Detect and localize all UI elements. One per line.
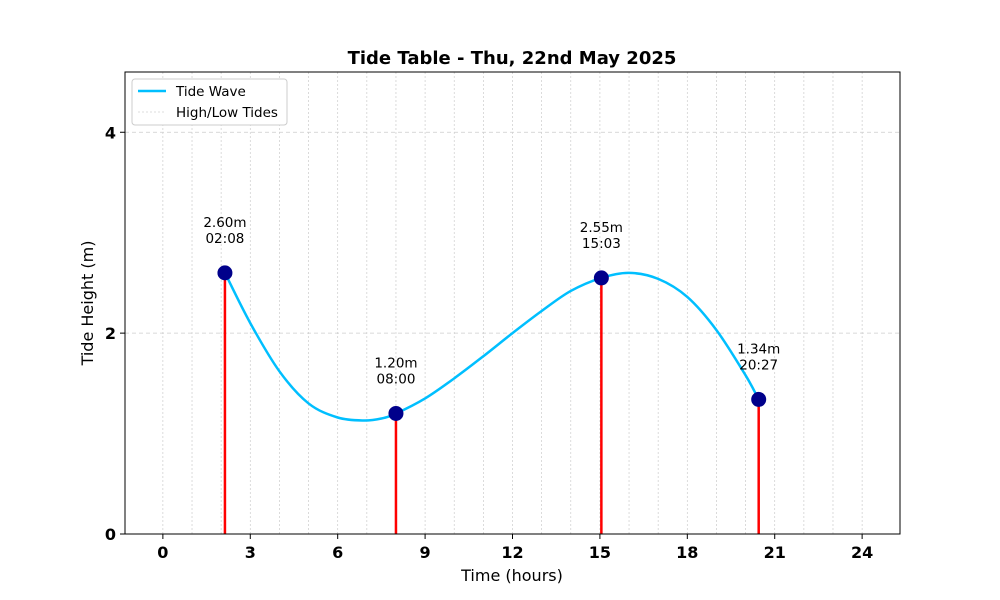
tide-height-label: 2.55m <box>580 220 623 236</box>
tide-wave-line-group <box>223 271 760 422</box>
x-tick-label: 21 <box>764 543 786 562</box>
grid <box>125 72 900 535</box>
x-tick-label: 18 <box>676 543 698 562</box>
legend-label-high-low-tides: High/Low Tides <box>176 105 278 121</box>
y-axis-label: Tide Height (m) <box>78 241 97 367</box>
x-axis-label: Time (hours) <box>460 566 563 585</box>
x-tick-label: 24 <box>851 543 873 562</box>
y-tick-label: 2 <box>105 324 116 343</box>
tide-wave-line <box>223 271 760 422</box>
x-tick-label: 3 <box>245 543 256 562</box>
tide-height-label: 1.20m <box>374 355 417 371</box>
tide-height-label: 1.34m <box>737 341 780 357</box>
tide-stems <box>223 272 760 534</box>
tide-point-marker <box>593 270 609 286</box>
tide-time-label: 08:00 <box>377 371 416 387</box>
legend: Tide Wave High/Low Tides <box>131 78 288 126</box>
tide-time-label: 02:08 <box>205 231 244 247</box>
tide-point-marker <box>217 265 233 281</box>
tide-markers <box>217 265 767 421</box>
y-tick-label: 0 <box>105 525 116 544</box>
y-axis-ticks: 0 2 4 <box>105 123 125 544</box>
tide-point-marker <box>751 391 767 407</box>
legend-label-tide-wave: Tide Wave <box>175 84 246 100</box>
tide-height-label: 2.60m <box>203 215 246 231</box>
chart-title: Tide Table - Thu, 22nd May 2025 <box>348 48 677 69</box>
tide-point-marker <box>388 405 404 421</box>
x-tick-label: 6 <box>332 543 343 562</box>
x-tick-label: 12 <box>501 543 523 562</box>
y-tick-label: 4 <box>105 123 116 142</box>
tide-time-label: 15:03 <box>582 236 621 252</box>
tide-time-label: 20:27 <box>739 357 778 373</box>
x-tick-label: 15 <box>589 543 611 562</box>
x-tick-label: 9 <box>420 543 431 562</box>
x-axis-ticks: 0 3 6 9 12 15 18 21 24 <box>157 534 873 562</box>
x-tick-label: 0 <box>157 543 168 562</box>
legend-box <box>131 78 288 126</box>
